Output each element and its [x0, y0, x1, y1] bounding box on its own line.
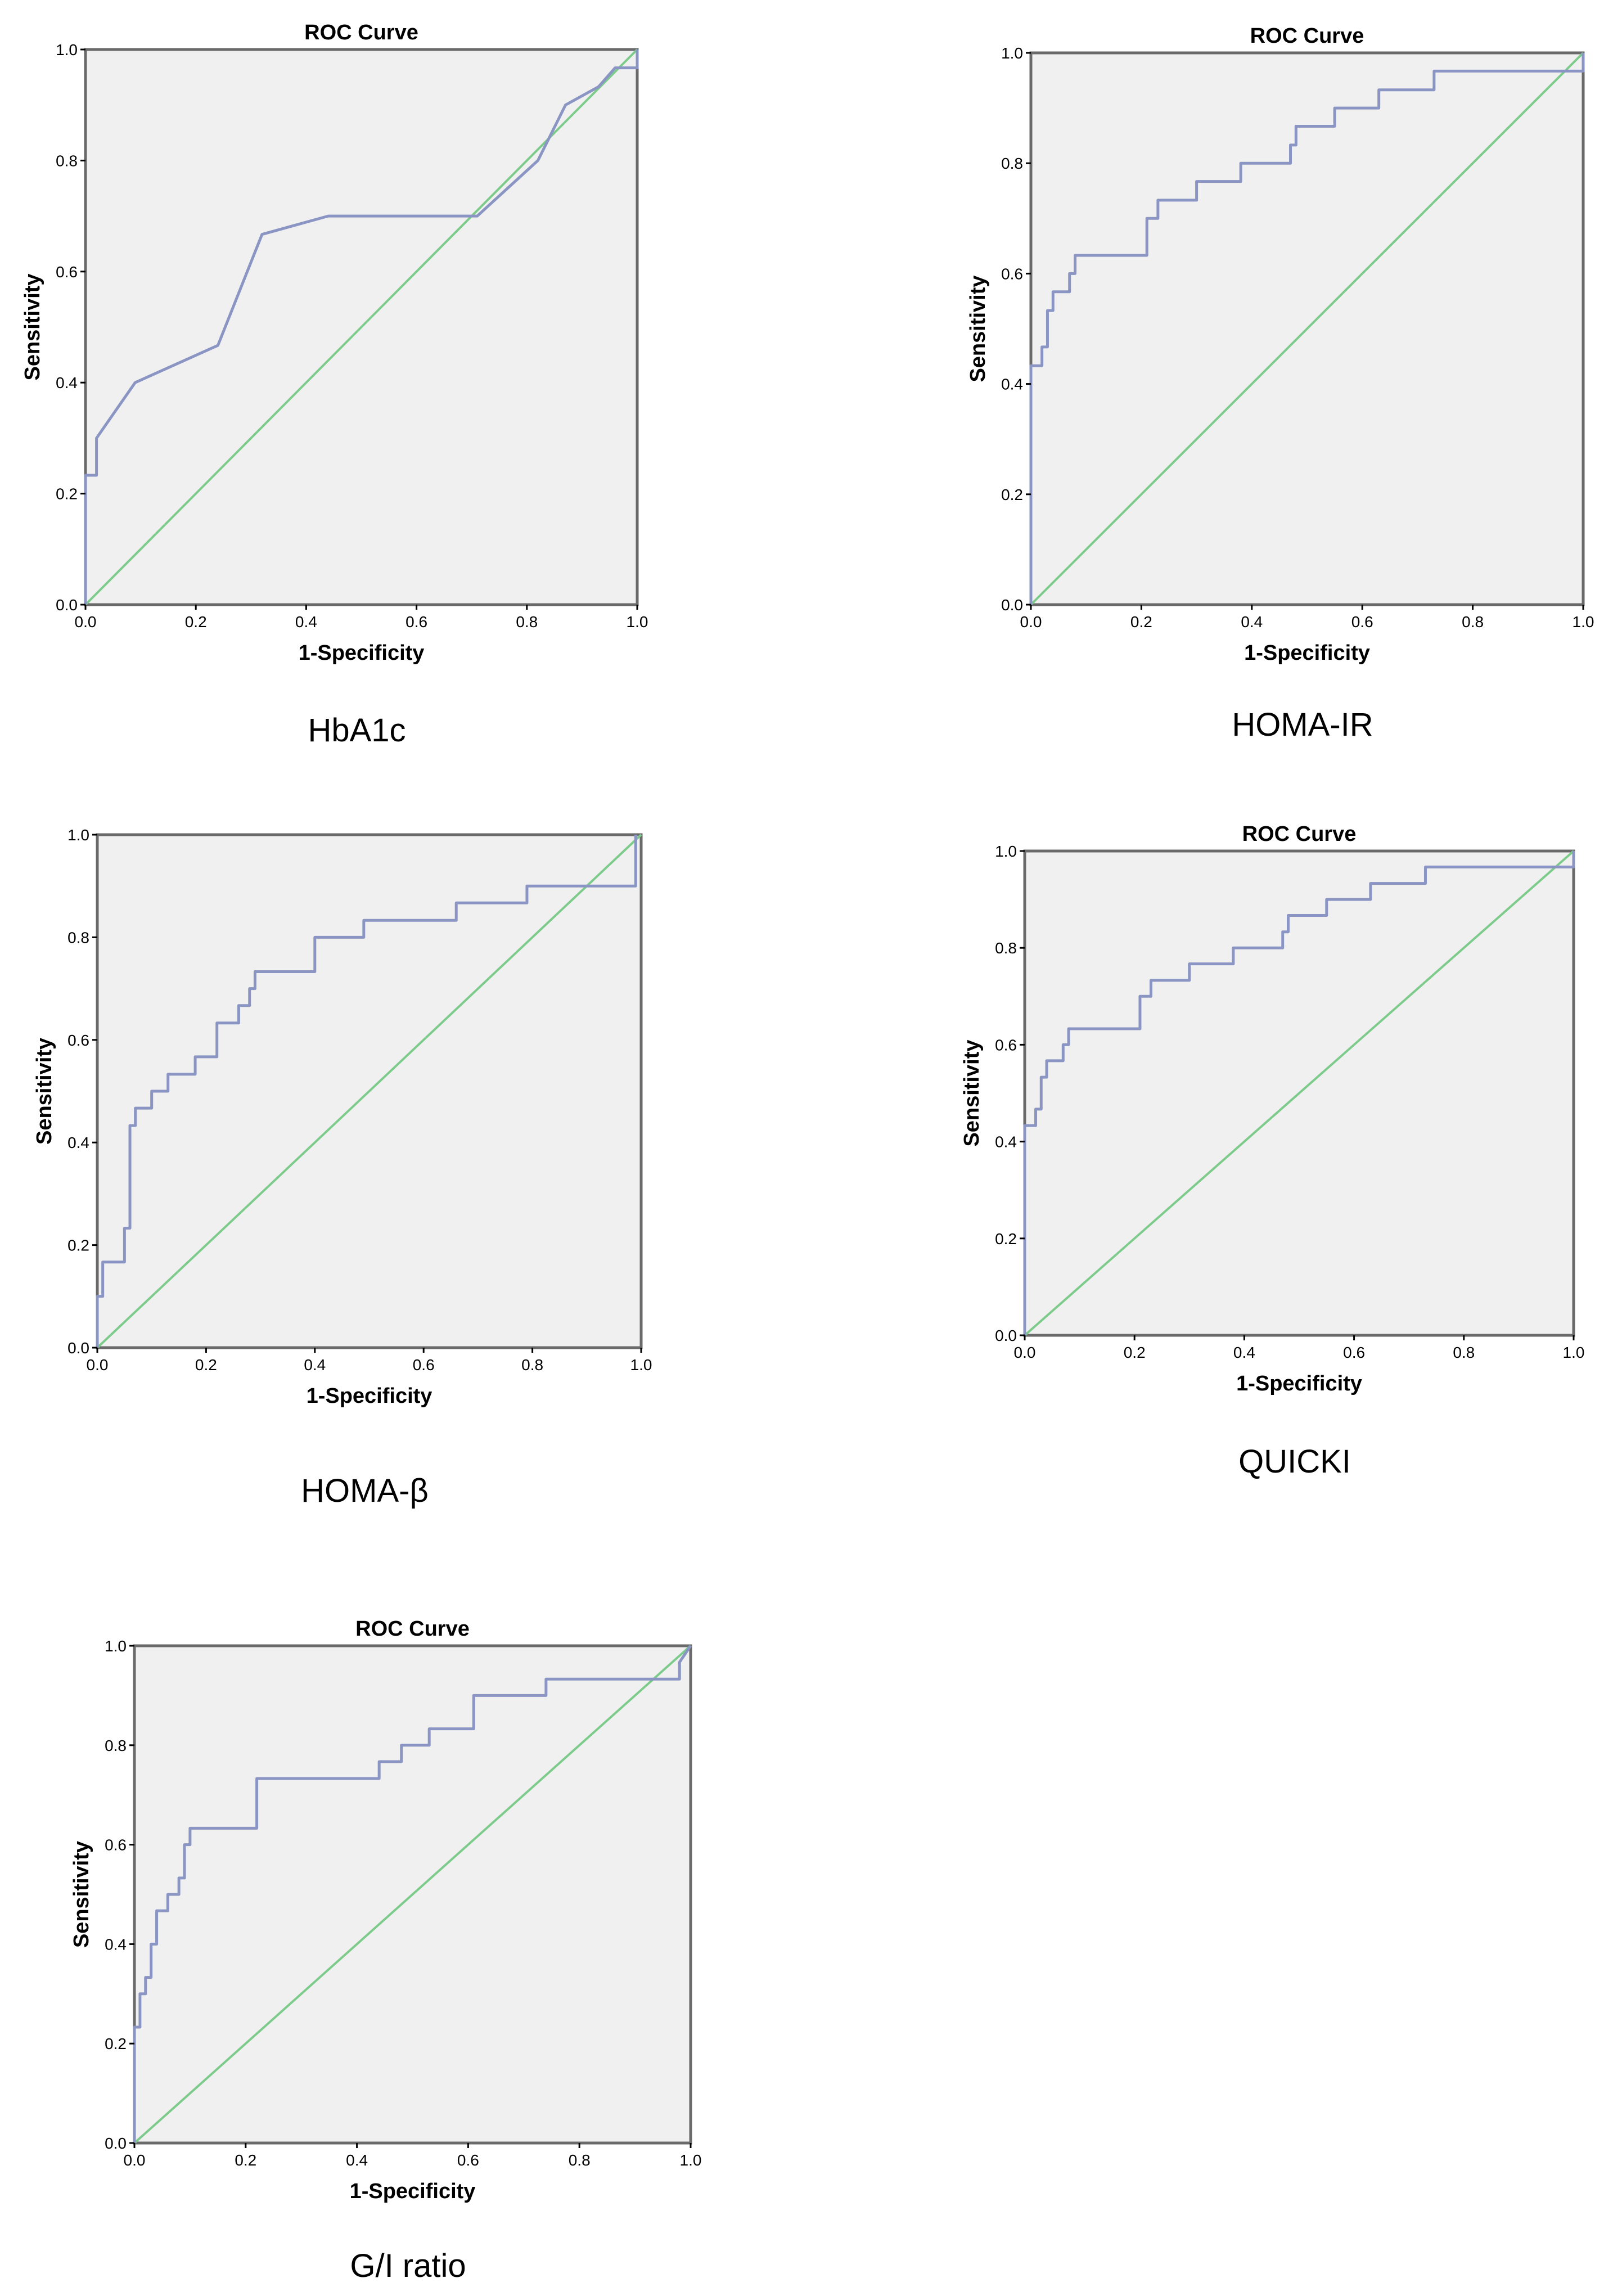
- chart-caption: G/I ratio: [350, 2248, 466, 2284]
- y-tick-label: 0.8: [67, 929, 89, 946]
- y-tick-label: 0.2: [1001, 486, 1023, 503]
- x-axis-label: 1-Specificity: [307, 1384, 432, 1408]
- x-tick-label: 0.6: [405, 613, 427, 631]
- x-tick-label: 1.0: [630, 1356, 652, 1374]
- y-tick-label: 0.4: [67, 1134, 89, 1151]
- x-tick-label: 1.0: [680, 2151, 702, 2169]
- y-tick-label: 0.4: [105, 1935, 127, 1953]
- roc-curve-line: [96, 835, 637, 1348]
- x-tick-label: 0.6: [457, 2151, 479, 2169]
- y-tick-label: 1.0: [56, 41, 78, 58]
- y-tick-label: 0.8: [105, 1737, 127, 1754]
- y-tick-label: 1.0: [67, 826, 89, 844]
- chart-caption: HOMA-IR: [1232, 706, 1373, 743]
- roc-chart-homa: 0.0 0.2 0.4 0.6 0.8 1.0 0.0 0.2 0.4 0.6 0.8 1.0 1-Sp…: [33, 826, 652, 1509]
- x-axis-label: 1-Specificity: [1244, 641, 1370, 665]
- y-tick-label: 0.0: [995, 1327, 1017, 1344]
- y-tick-label: 1.0: [105, 1637, 127, 1655]
- y-tick-label: 0.6: [56, 263, 78, 281]
- roc-chart-quicki: 0.0 0.2 0.4 0.6 0.8 1.0 0.0 0.2 0.4 0.6 0.8 1.0 ROC …: [960, 822, 1584, 1480]
- y-tick-label: 0.0: [67, 1339, 89, 1357]
- y-tick-label: 1.0: [1001, 44, 1023, 62]
- x-tick-label: 1.0: [627, 613, 648, 631]
- x-tick-label: 0.2: [1130, 613, 1152, 631]
- x-tick-label: 0.4: [295, 613, 317, 631]
- x-tick-label: 0.4: [304, 1356, 326, 1374]
- y-axis-label: Sensitivity: [966, 275, 990, 382]
- roc-chart-homa-ir: 0.0 0.2 0.4 0.6 0.8 1.0 0.0 0.2 0.4 0.6 0.8 1.0 ROC …: [966, 24, 1594, 743]
- x-tick-label: 0.0: [87, 1356, 109, 1374]
- y-axis-label: Sensitivity: [21, 273, 44, 380]
- x-tick-label: 1.0: [1563, 1344, 1585, 1361]
- x-tick-label: 1.0: [1573, 613, 1594, 631]
- reference-line: [1030, 52, 1584, 606]
- y-tick-label: 0.2: [105, 2035, 127, 2052]
- roc-curve-line: [84, 49, 639, 605]
- x-axis-label: 1-Specificity: [1236, 1372, 1362, 1395]
- reference-line: [96, 834, 642, 1349]
- x-tick-label: 0.4: [1233, 1344, 1255, 1361]
- y-tick-label: 0.0: [1001, 596, 1023, 614]
- y-tick-label: 0.8: [56, 152, 78, 169]
- y-tick-label: 0.2: [56, 485, 78, 503]
- x-tick-label: 0.2: [195, 1356, 217, 1374]
- y-tick-label: 0.6: [67, 1032, 89, 1049]
- x-tick-label: 0.0: [124, 2151, 146, 2169]
- reference-line: [84, 48, 638, 606]
- x-tick-label: 0.8: [569, 2151, 591, 2169]
- roc-curve-line: [1023, 851, 1575, 1335]
- x-tick-label: 0.6: [413, 1356, 435, 1374]
- y-tick-label: 0.4: [995, 1133, 1017, 1151]
- y-tick-label: 0.6: [995, 1036, 1017, 1054]
- roc-chart-hba1c: 0.0 0.2 0.4 0.6 0.8 1.0 0.0 0.2 0.4 0.6 0.8 1.0 ROC …: [21, 21, 648, 749]
- x-tick-label: 0.6: [1351, 613, 1373, 631]
- y-axis-label: Sensitivity: [960, 1039, 984, 1146]
- x-tick-label: 0.0: [75, 613, 97, 631]
- y-tick-label: 0.6: [105, 1836, 127, 1854]
- x-tick-label: 0.2: [1124, 1344, 1146, 1361]
- x-tick-label: 0.8: [1453, 1344, 1475, 1361]
- roc-curve-line: [133, 1645, 692, 2143]
- x-tick-label: 0.4: [346, 2151, 368, 2169]
- reference-line: [1024, 850, 1575, 1336]
- x-tick-label: 0.8: [521, 1356, 543, 1374]
- chart-title: ROC Curve: [1250, 24, 1364, 48]
- y-tick-label: 0.2: [67, 1237, 89, 1254]
- y-axis-label: Sensitivity: [33, 1038, 56, 1145]
- y-axis-label: Sensitivity: [70, 1841, 93, 1948]
- reference-line: [133, 1645, 692, 2144]
- chart-caption: QUICKI: [1238, 1443, 1351, 1480]
- y-tick-label: 0.2: [995, 1230, 1017, 1248]
- x-tick-label: 0.8: [516, 613, 538, 631]
- x-tick-label: 0.4: [1241, 613, 1263, 631]
- y-tick-label: 0.4: [56, 374, 78, 391]
- y-tick-label: 1.0: [995, 843, 1017, 860]
- y-tick-label: 0.8: [995, 939, 1017, 957]
- chart-title: ROC Curve: [304, 21, 418, 44]
- x-tick-label: 0.0: [1014, 1344, 1036, 1361]
- x-tick-label: 0.2: [185, 613, 207, 631]
- chart-title: ROC Curve: [1242, 822, 1357, 846]
- chart-title: ROC Curve: [355, 1617, 470, 1641]
- x-tick-label: 0.2: [235, 2151, 256, 2169]
- x-tick-label: 0.6: [1343, 1344, 1365, 1361]
- chart-caption: HOMA-β: [301, 1473, 429, 1509]
- x-axis-label: 1-Specificity: [299, 641, 425, 665]
- x-tick-label: 0.8: [1462, 613, 1484, 631]
- x-axis-label: 1-Specificity: [350, 2180, 476, 2203]
- roc-chart-g-i-ratio: 0.0 0.2 0.4 0.6 0.8 1.0 0.0 0.2 0.4 0.6 0.8 1.0 ROC …: [70, 1617, 701, 2284]
- y-tick-label: 0.8: [1001, 155, 1023, 172]
- y-tick-label: 0.0: [56, 596, 78, 614]
- y-tick-label: 0.6: [1001, 265, 1023, 282]
- y-tick-label: 0.0: [105, 2135, 127, 2152]
- y-tick-label: 0.4: [1001, 376, 1023, 393]
- roc-curve-line: [1029, 53, 1585, 605]
- chart-caption: HbA1c: [308, 712, 405, 749]
- x-tick-label: 0.0: [1020, 613, 1042, 631]
